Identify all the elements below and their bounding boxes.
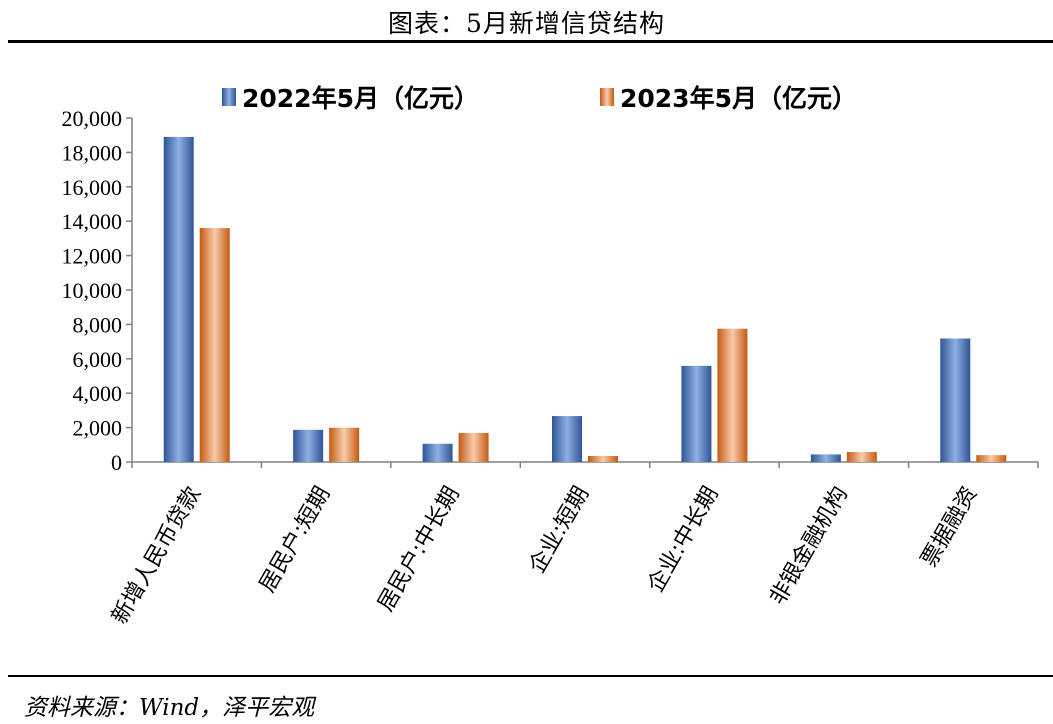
bar-3-0 (552, 416, 582, 462)
x-tick-label: 新增人民币贷款 (107, 483, 206, 629)
y-tick-label: 0 (111, 450, 122, 475)
y-tick-label: 2,000 (73, 416, 123, 441)
x-tick-label: 票据融资 (917, 482, 983, 571)
bar-2-0 (422, 443, 453, 462)
bottom-rule (8, 675, 1053, 677)
y-tick-label: 4,000 (73, 381, 123, 406)
legend-label-0: 2022年5月（亿元） (242, 84, 479, 113)
legend: 2022年5月（亿元） 2023年5月（亿元） (222, 84, 857, 113)
y-tick-label: 8,000 (73, 312, 123, 337)
chart-title: 图表：5月新增信贷结构 (388, 9, 665, 38)
x-tick-label: 居民户:短期 (255, 483, 335, 597)
y-tick-label: 14,000 (62, 209, 123, 234)
source-note: 资料来源：Wind，泽平宏观 (24, 695, 315, 721)
bar-0-1 (199, 228, 230, 462)
bar-3-1 (588, 455, 618, 462)
bar-1-1 (329, 427, 360, 462)
y-tick-label: 18,000 (62, 140, 123, 165)
bar-5-1 (846, 452, 877, 462)
bar-0-0 (163, 136, 194, 463)
bar-6-0 (940, 338, 971, 462)
x-tick-label: 非银金融机构 (765, 483, 853, 610)
x-tick-label: 企业:短期 (525, 483, 594, 578)
bar-5-0 (810, 454, 841, 462)
bar-1-0 (293, 429, 324, 462)
y-tick-label: 6,000 (73, 347, 123, 372)
y-tick-label: 12,000 (62, 244, 123, 269)
legend-swatch-1 (600, 88, 614, 106)
y-tick-label: 10,000 (62, 278, 123, 303)
bar-4-1 (717, 328, 748, 462)
y-tick-label: 20,000 (62, 106, 123, 131)
x-tick-label: 居民户:中长期 (373, 482, 464, 615)
y-tick-label: 16,000 (62, 175, 123, 200)
bar-6-1 (976, 455, 1007, 462)
bar-2-1 (458, 432, 489, 462)
legend-label-1: 2023年5月（亿元） (620, 84, 857, 113)
bar-chart: 2022年5月（亿元） 2023年5月（亿元） 0 2,000 4,000 6,000 8… (62, 84, 1039, 629)
top-rule (8, 40, 1053, 43)
bars (163, 136, 1007, 463)
x-tick-label: 企业:中长期 (643, 483, 723, 597)
bar-4-0 (681, 365, 712, 462)
legend-swatch-0 (222, 88, 236, 106)
